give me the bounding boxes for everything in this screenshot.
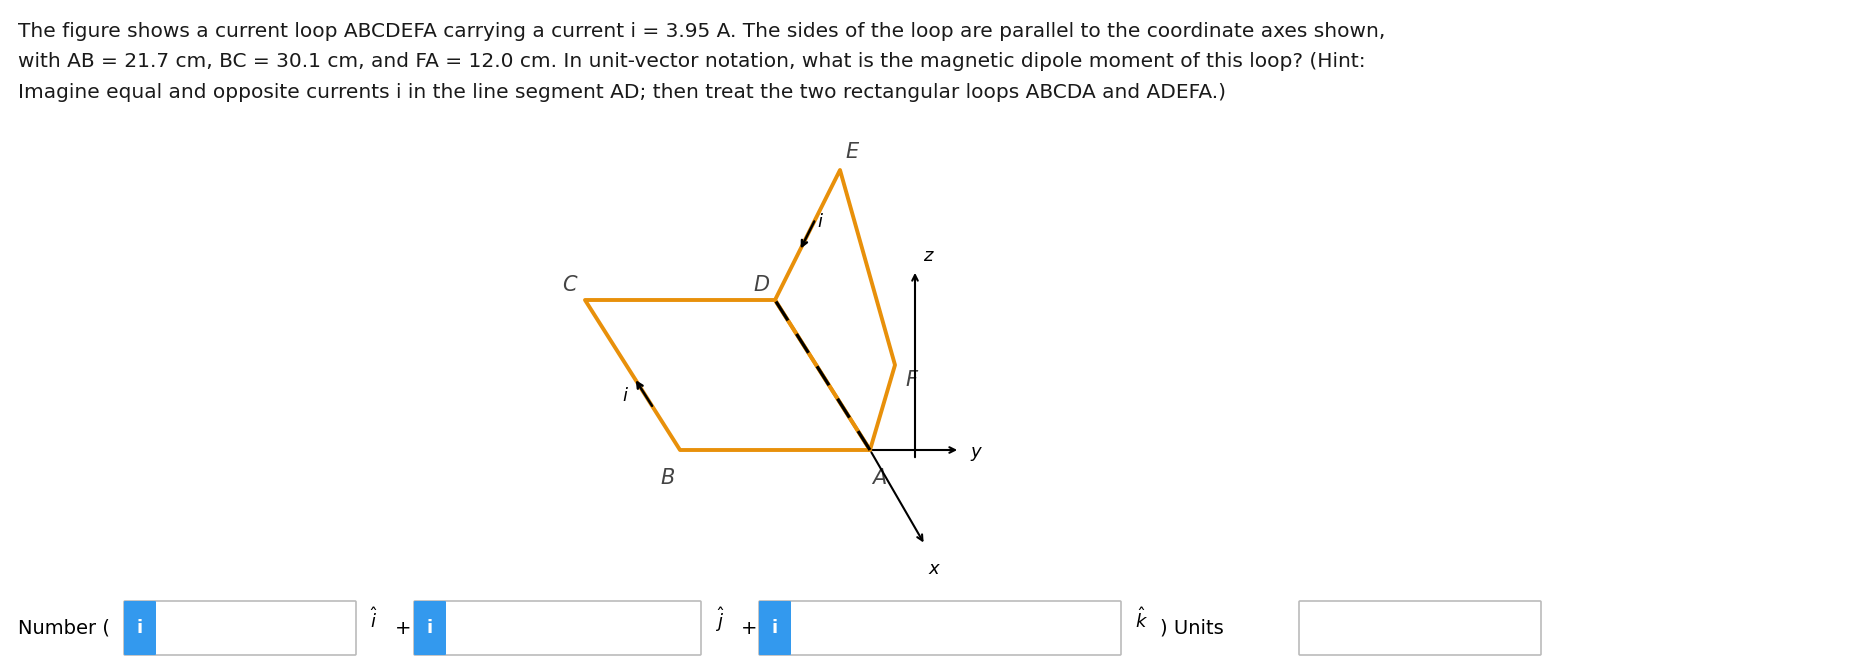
FancyBboxPatch shape xyxy=(1299,601,1541,655)
Text: i: i xyxy=(621,387,627,405)
Text: i: i xyxy=(817,213,823,231)
Text: $\hat{k}$: $\hat{k}$ xyxy=(1135,608,1148,632)
Text: A: A xyxy=(871,468,886,488)
Text: A*m^2: A*m^2 xyxy=(1314,619,1379,637)
Text: F: F xyxy=(905,370,916,390)
FancyBboxPatch shape xyxy=(123,601,356,655)
FancyBboxPatch shape xyxy=(759,601,791,655)
Text: $\hat{j}$: $\hat{j}$ xyxy=(715,606,724,634)
Text: Number (: Number ( xyxy=(19,618,110,637)
FancyBboxPatch shape xyxy=(123,601,157,655)
Text: B: B xyxy=(661,468,675,488)
Text: +: + xyxy=(396,618,412,637)
Text: y: y xyxy=(970,443,982,461)
Text: ) Units: ) Units xyxy=(1161,618,1224,637)
Text: x: x xyxy=(927,560,939,578)
Text: The figure shows a current loop ABCDEFA carrying a current i = 3.95 A. The sides: The figure shows a current loop ABCDEFA … xyxy=(19,22,1385,101)
Text: i: i xyxy=(136,619,144,637)
Text: C: C xyxy=(562,275,577,295)
Text: i: i xyxy=(773,619,778,637)
Text: z: z xyxy=(924,247,933,265)
Text: i: i xyxy=(427,619,433,637)
Text: D: D xyxy=(754,275,771,295)
Text: ∨: ∨ xyxy=(1521,619,1532,637)
FancyBboxPatch shape xyxy=(414,601,446,655)
FancyBboxPatch shape xyxy=(759,601,1121,655)
FancyBboxPatch shape xyxy=(414,601,702,655)
Text: +: + xyxy=(741,618,758,637)
Text: $\hat{i}$: $\hat{i}$ xyxy=(369,608,377,632)
Text: E: E xyxy=(845,142,858,162)
